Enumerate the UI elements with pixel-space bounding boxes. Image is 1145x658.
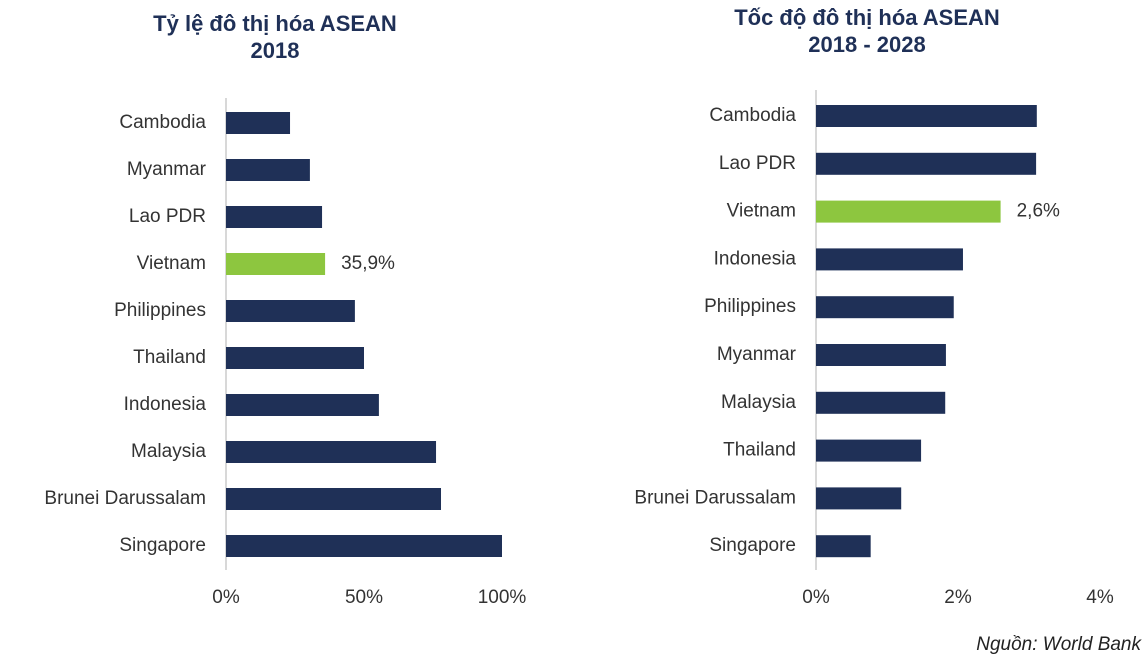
chart-title: Tỷ lệ đô thị hóa ASEAN 2018: [153, 11, 397, 63]
y-tick-label: Indonesia: [714, 248, 797, 269]
bar: [816, 535, 871, 558]
y-tick-label: Philippines: [704, 296, 796, 317]
bar: [226, 441, 437, 463]
bar: [816, 391, 946, 414]
y-tick-label: Vietnam: [727, 201, 796, 222]
bar: [816, 439, 922, 462]
y-tick-label: Singapore: [119, 535, 206, 556]
bar: [816, 344, 946, 366]
y-tick-label: Indonesia: [124, 394, 207, 415]
bar: [226, 300, 355, 322]
x-tick-label: 100%: [478, 587, 527, 608]
bar: [816, 152, 1037, 175]
x-tick-label: 50%: [345, 587, 383, 608]
y-tick-label: Lao PDR: [129, 206, 206, 227]
y-tick-label: Singapore: [709, 535, 796, 556]
bar: [226, 112, 291, 134]
bar: [816, 200, 1001, 223]
bar: [226, 535, 502, 557]
bar: [816, 248, 963, 271]
bar: [226, 347, 364, 369]
x-tick-label: 0%: [802, 587, 830, 608]
y-tick-label: Cambodia: [709, 105, 796, 126]
y-tick-label: Cambodia: [119, 112, 206, 133]
source: Nguồn: World Bank: [976, 634, 1141, 655]
bar: [816, 105, 1037, 127]
y-tick-label: Brunei Darussalam: [44, 488, 206, 509]
bar: [226, 253, 326, 275]
y-tick-label: Brunei Darussalam: [634, 487, 796, 508]
x-tick-label: 4%: [1086, 587, 1114, 608]
bar: [816, 487, 902, 510]
bar: [226, 159, 310, 181]
y-tick-label: Thailand: [723, 440, 796, 461]
bar: [226, 394, 379, 416]
x-tick-label: 0%: [212, 587, 240, 608]
y-tick-label: Lao PDR: [719, 153, 796, 174]
y-tick-label: Myanmar: [717, 344, 797, 365]
y-tick-label: Myanmar: [127, 159, 207, 180]
bar: [226, 206, 323, 228]
y-tick-label: Malaysia: [721, 392, 796, 413]
y-tick-label: Vietnam: [137, 253, 206, 274]
bar: [816, 296, 954, 319]
y-tick-label: Thailand: [133, 347, 206, 368]
value-label: 35,9%: [341, 253, 395, 274]
value-label: 2,6%: [1017, 201, 1060, 222]
chart-title: Tốc độ đô thị hóa ASEAN 2018 - 2028: [734, 5, 1000, 57]
bar: [226, 488, 442, 510]
x-tick-label: 2%: [944, 587, 972, 608]
y-tick-label: Malaysia: [131, 441, 206, 462]
y-tick-label: Philippines: [114, 300, 206, 321]
